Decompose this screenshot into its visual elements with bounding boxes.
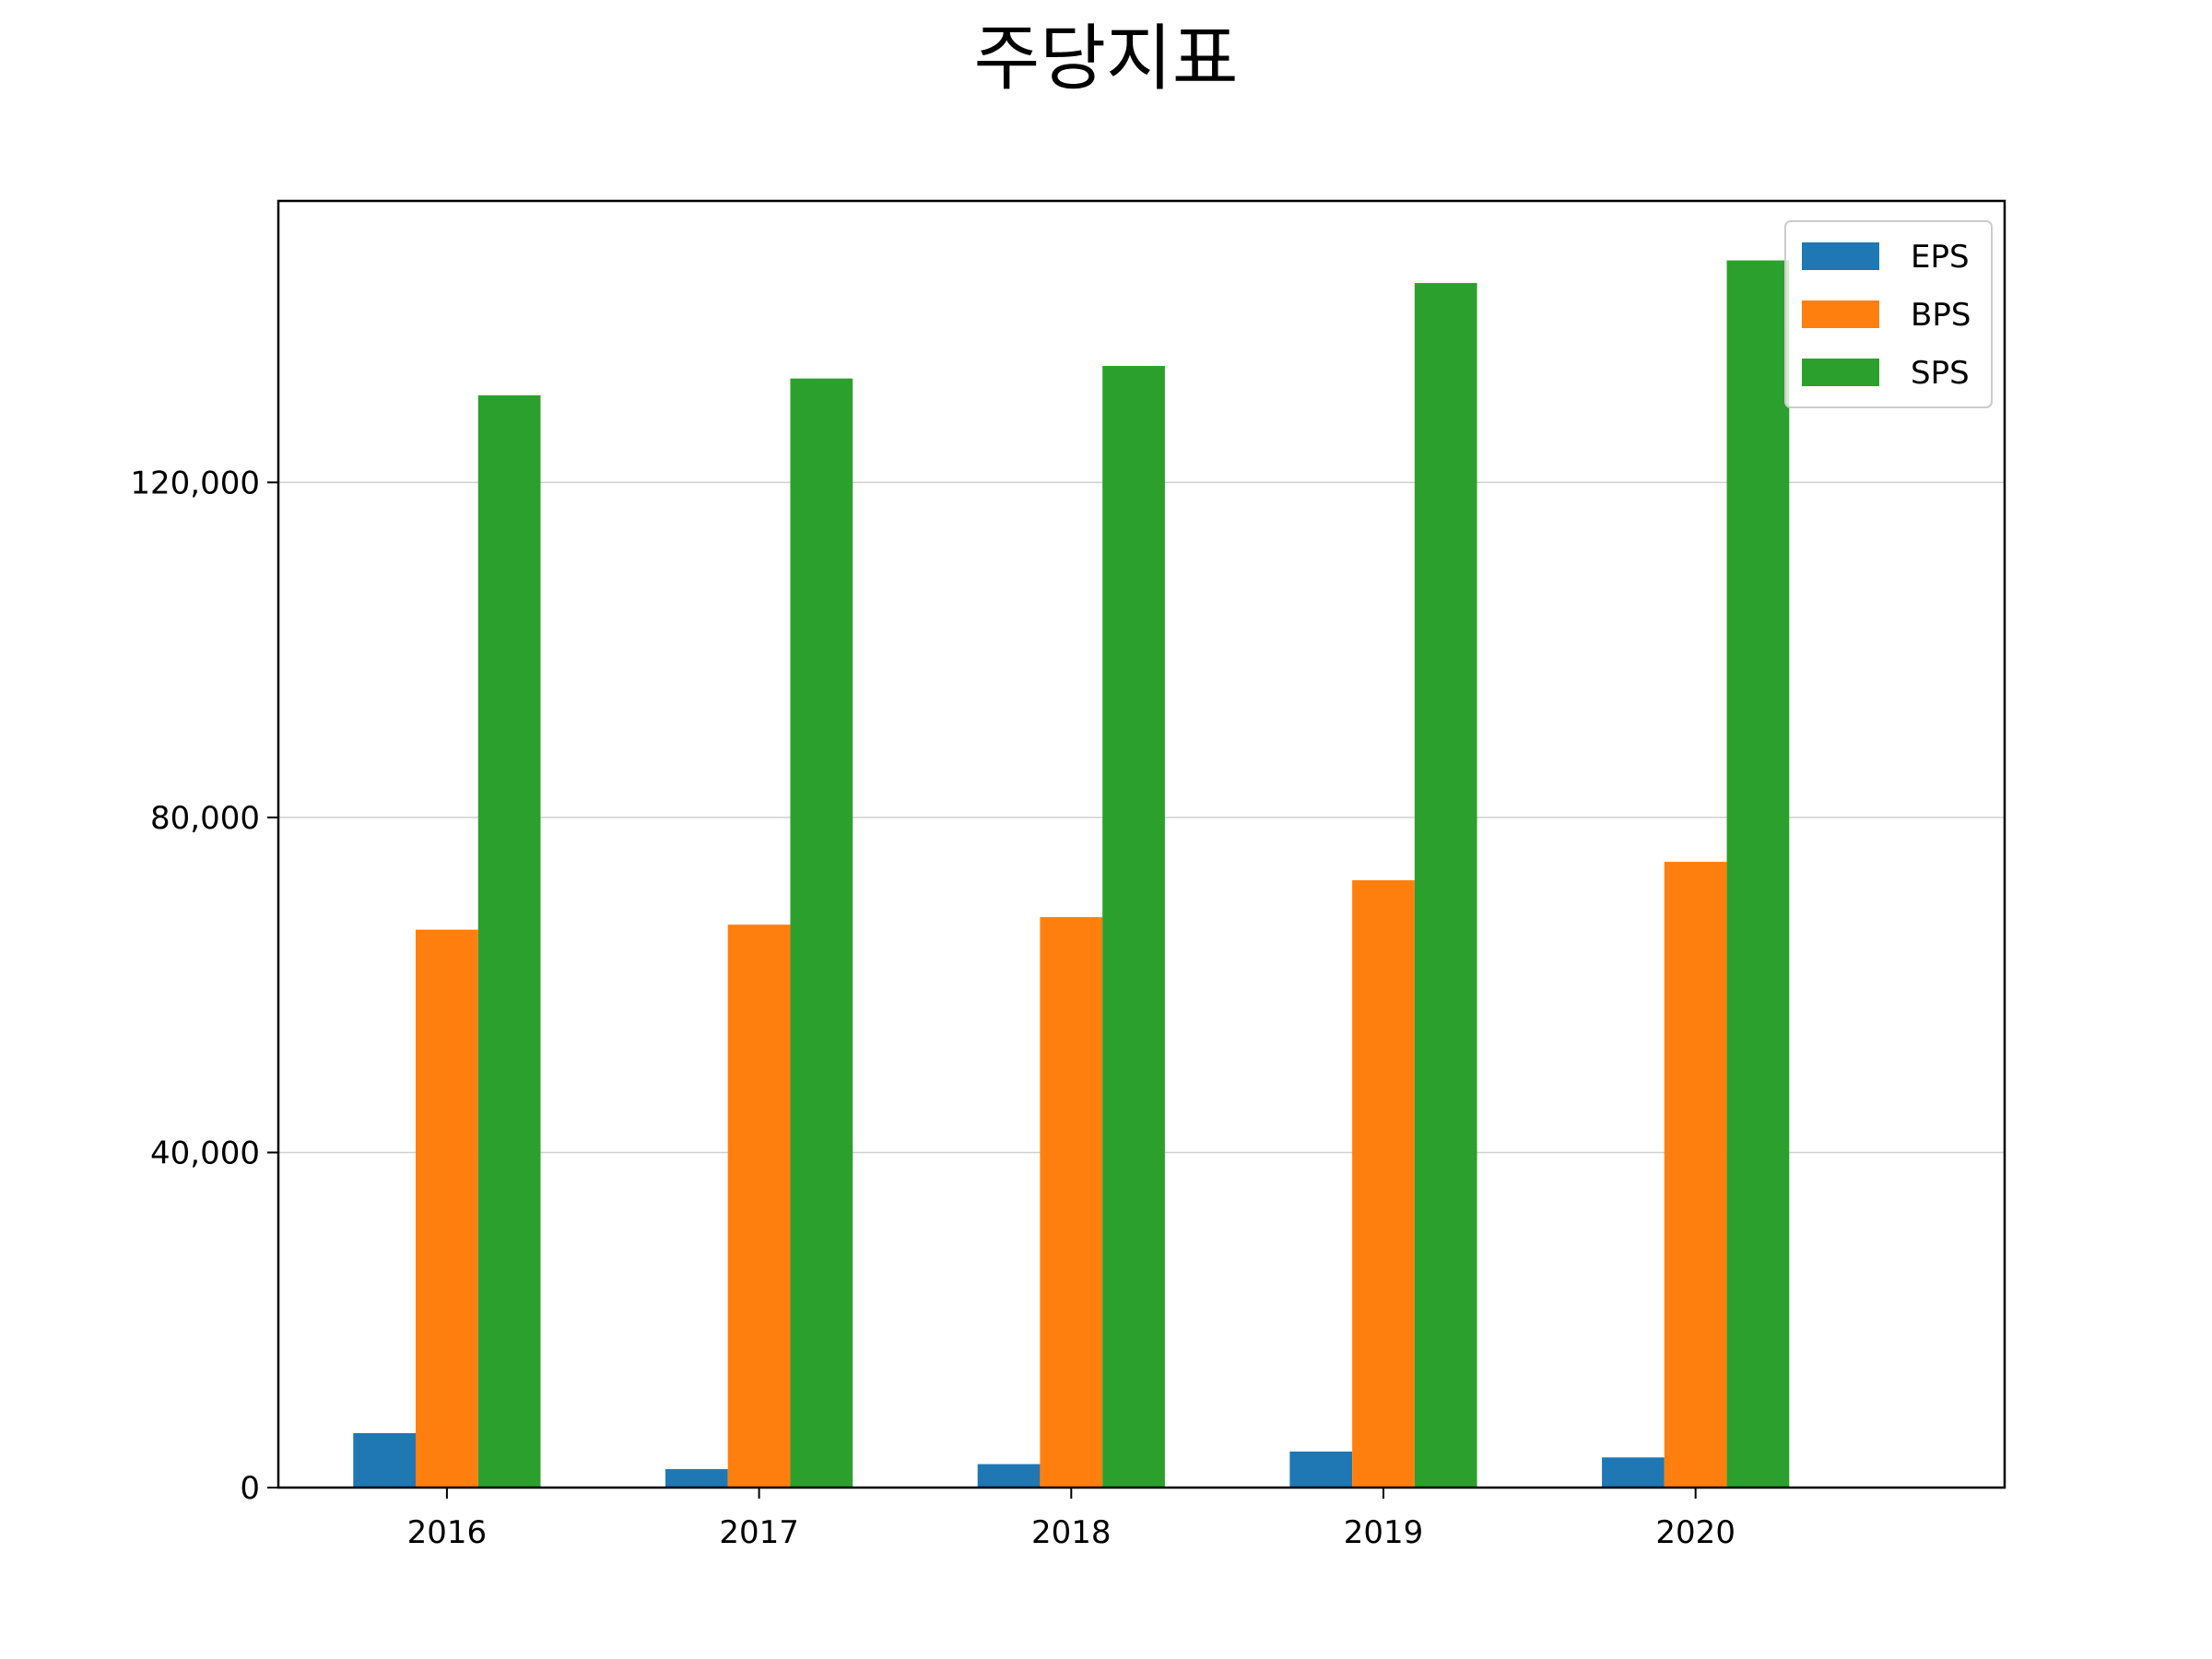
bar-sps-2020 bbox=[1726, 260, 1790, 1488]
x-tick-label: 2019 bbox=[1344, 1514, 1424, 1551]
x-tick-label: 2020 bbox=[1655, 1514, 1735, 1551]
chart-title: 주당지표 bbox=[973, 18, 1238, 100]
bar-sps-2018 bbox=[1102, 366, 1165, 1488]
x-tick-label: 2017 bbox=[719, 1514, 799, 1551]
bar-bps-2018 bbox=[1040, 917, 1103, 1488]
x-tick-label: 2016 bbox=[407, 1514, 488, 1551]
bar-sps-2017 bbox=[790, 378, 853, 1488]
bar-eps-2016 bbox=[353, 1432, 417, 1488]
bar-bps-2016 bbox=[416, 929, 478, 1488]
bar-sps-2019 bbox=[1414, 283, 1477, 1488]
bar-eps-2017 bbox=[665, 1469, 728, 1488]
y-axis: 0 40,000 80,000 120,000 bbox=[130, 465, 278, 1507]
legend-swatch-bps bbox=[1802, 300, 1879, 328]
legend-label-eps: EPS bbox=[1911, 239, 1970, 276]
bars bbox=[353, 260, 1790, 1488]
legend-label-sps: SPS bbox=[1911, 355, 1970, 392]
x-axis: 2016 2017 2018 2019 2020 bbox=[407, 1488, 1735, 1551]
bar-eps-2020 bbox=[1602, 1457, 1665, 1488]
bar-bps-2017 bbox=[727, 924, 791, 1488]
legend-swatch-sps bbox=[1802, 359, 1879, 386]
y-tick-label: 40,000 bbox=[150, 1135, 260, 1171]
legend: EPS BPS SPS bbox=[1784, 220, 1993, 408]
legend-label-bps: BPS bbox=[1911, 297, 1971, 334]
y-tick-label: 80,000 bbox=[150, 800, 260, 837]
y-tick-label: 120,000 bbox=[130, 465, 260, 501]
bar-bps-2020 bbox=[1664, 862, 1727, 1488]
bar-eps-2018 bbox=[977, 1464, 1041, 1488]
x-tick-label: 2018 bbox=[1031, 1514, 1112, 1551]
bar-bps-2019 bbox=[1352, 880, 1415, 1488]
legend-swatch-eps bbox=[1802, 242, 1879, 270]
plot-frame bbox=[276, 199, 2006, 1489]
bar-sps-2016 bbox=[477, 394, 541, 1488]
y-tick-label: 0 bbox=[240, 1470, 260, 1507]
bar-eps-2019 bbox=[1289, 1451, 1353, 1488]
